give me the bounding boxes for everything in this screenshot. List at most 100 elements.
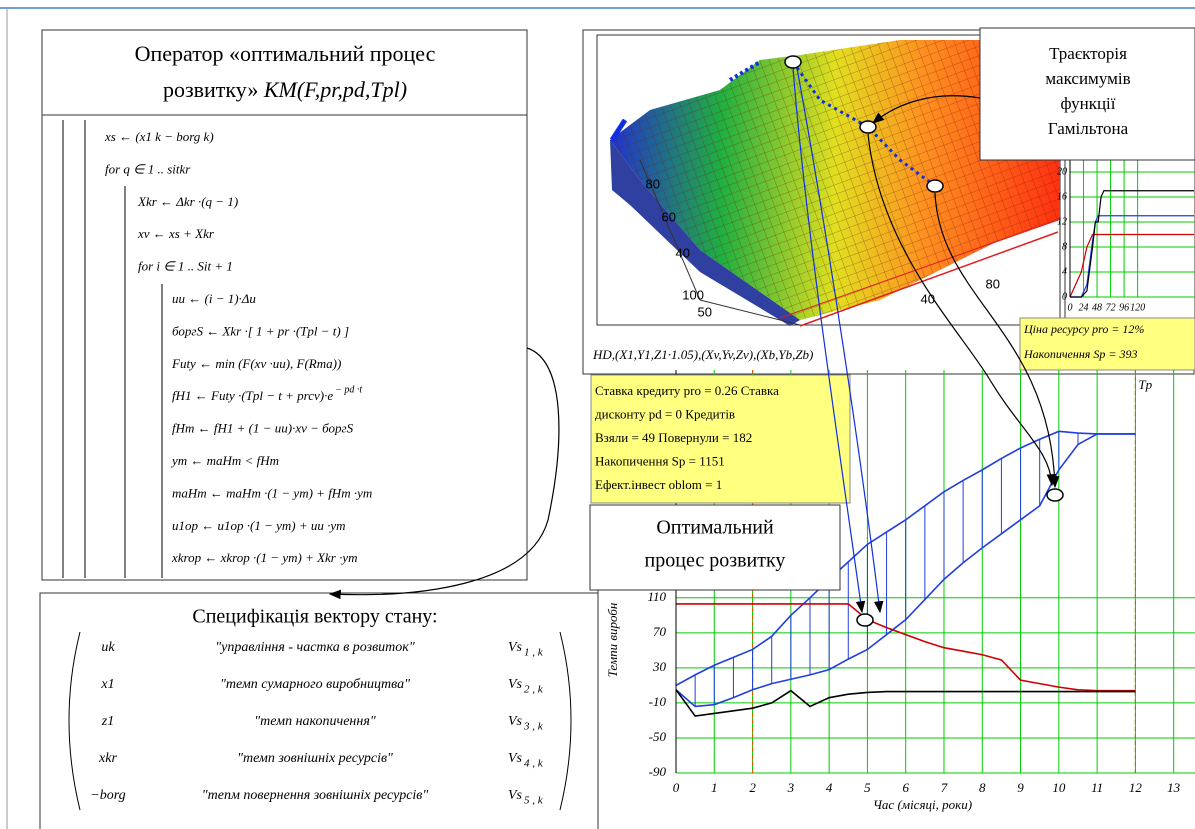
- code-line: maHm ← maHm ·(1 − ym) + fHm ·ym: [172, 485, 372, 500]
- spec-index: 5 , k: [524, 795, 544, 807]
- results-text: Ставка кредиту pro = 0.26 Ставка: [595, 383, 779, 398]
- code-line: xkrop ← xkrop ·(1 − ym) + Xkr ·ym: [171, 550, 358, 565]
- surface: [609, 40, 1060, 327]
- callout-text: функції: [1061, 94, 1116, 113]
- x-tick-label: 4: [826, 780, 833, 795]
- spec-name: −borg: [90, 788, 125, 803]
- callout-text: максимумів: [1045, 69, 1130, 88]
- x-tick-label: 9: [1017, 780, 1024, 795]
- spec-index: 1 , k: [524, 647, 544, 659]
- series-line: [1070, 215, 1194, 298]
- x-tick-label: 8: [979, 780, 986, 795]
- code-line: fHm ← fH1 + (1 − uu)·xv − боргS: [172, 421, 354, 436]
- bracket: [559, 631, 572, 811]
- marker-label: Tp: [1138, 377, 1152, 392]
- code-line: for q ∈ 1 .. sitkr: [105, 161, 191, 176]
- code-line: Futy ← min (F(xv ·uu), F(Rma)): [171, 356, 341, 371]
- code-line: xs ← (x1 k − borg k): [104, 129, 214, 144]
- callout-box: [979, 27, 1195, 161]
- spec-description: "темп зовнішніх ресурсів": [237, 751, 393, 766]
- point-markers: [784, 55, 1064, 627]
- spec-vector: Vs: [508, 640, 523, 655]
- series-line: [676, 433, 1136, 708]
- x-tick-label: 13: [1167, 780, 1181, 795]
- code-box: [41, 114, 528, 581]
- code-line: Xkr ← Δkr ·(q − 1): [137, 194, 238, 209]
- spec-vector: Vs: [508, 751, 523, 766]
- callout-text: процес розвитку: [645, 550, 786, 572]
- x-tick-label: 24: [1079, 302, 1089, 313]
- code-exponent: − pd ·t: [335, 384, 362, 395]
- y-tick-label: -10: [649, 694, 667, 709]
- spec-name: x1: [100, 677, 114, 692]
- spec-description: "тепм повернення зовнішніх ресурсів": [202, 788, 429, 803]
- surface-axis-label: 50: [698, 304, 712, 319]
- x-tick-label: 0: [1068, 302, 1073, 313]
- y-tick-label: 8: [1062, 241, 1067, 252]
- code-line: ym ← maHm < fHm: [170, 453, 279, 468]
- plot-area: [676, 370, 1195, 774]
- code-line: u1op ← u1op ·(1 − ym) + uu ·ym: [172, 518, 346, 533]
- x-tick-label: 12: [1129, 780, 1143, 795]
- spec-name: z1: [101, 714, 114, 729]
- arrows: [328, 67, 1060, 614]
- spec-description: "темп накопичення": [254, 714, 376, 729]
- spec-vector: Vs: [508, 714, 523, 729]
- y-tick-label: 20: [1057, 166, 1067, 177]
- y-tick-label: 30: [652, 659, 667, 674]
- operator-title-formula: KM(F,pr,pd,Tpl): [263, 77, 407, 102]
- x-tick-label: 72: [1106, 302, 1116, 313]
- series-line: [676, 689, 1136, 717]
- code-line: боргS ← Xkr ·[ 1 + pr ·(Tpl − t) ]: [172, 323, 349, 338]
- series-line: [1069, 233, 1194, 298]
- code-line: fH1 ← Futy ·(Tpl − t + prcv)·e: [172, 388, 333, 403]
- resource-box: [1019, 317, 1195, 371]
- y-tick-label: 0: [1062, 291, 1067, 302]
- spec-vector: Vs: [508, 677, 523, 692]
- spec-index: 2 , k: [524, 684, 544, 696]
- operator-title-part: розвитку»: [163, 77, 258, 102]
- code-line: for i ∈ 1 .. Sit + 1: [138, 259, 233, 274]
- callout-text: Траєкторія: [1049, 44, 1127, 63]
- callout-box: [589, 504, 841, 591]
- spec-box: [39, 592, 599, 829]
- x-tick-label: 11: [1091, 780, 1103, 795]
- y-tick-label: 12: [1057, 216, 1067, 227]
- bracket: [68, 631, 81, 811]
- x-tick-label: 120: [1130, 302, 1145, 313]
- spec-description: "темп сумарного виробництва": [220, 677, 410, 692]
- x-tick-label: 0: [673, 780, 680, 795]
- results-text: Накопичення Sp = 1151: [595, 453, 725, 468]
- spec-description: "управління - частка в розвиток": [215, 640, 415, 655]
- surface-axis-label: 100: [682, 287, 704, 302]
- results-text: Ефект.інвест oblom = 1: [595, 477, 722, 492]
- x-tick-label: 96: [1119, 302, 1129, 313]
- y-tick-label: 110: [647, 589, 666, 604]
- surface-axis-label: 40: [676, 245, 690, 260]
- x-tick-label: 10: [1052, 780, 1066, 795]
- plot-area: [1069, 160, 1195, 298]
- spec-index: 3 , k: [523, 721, 544, 733]
- code-line: xv ← xs + Xkr: [137, 226, 215, 241]
- code-line: uu ← (i − 1)·Δu: [172, 291, 256, 306]
- surface-caption: HD,(X1,Y1,Z1·1.05),(Xv,Yv,Zv),(Xb,Yb,Zb): [592, 347, 813, 362]
- resource-text: Накопичення Sp = 393: [1023, 347, 1137, 361]
- x-tick-label: 7: [941, 780, 948, 795]
- spec-index: 4 , k: [524, 758, 544, 770]
- x-tick-label: 1: [711, 780, 718, 795]
- x-tick-label: 6: [902, 780, 909, 795]
- y-tick-label: 16: [1057, 191, 1067, 202]
- operator-title: розвитку» KM(F,pr,pd,Tpl): [163, 77, 407, 102]
- series-line: [676, 603, 1136, 692]
- series-line: [676, 430, 1136, 687]
- operator-title-box: [41, 29, 528, 116]
- x-tick-label: 3: [787, 780, 795, 795]
- y-axis-label: Темпи виробн: [605, 603, 620, 678]
- spec-title: Специфікація вектору стану:: [192, 606, 437, 628]
- y-tick-label: 70: [653, 624, 667, 639]
- y-tick-label: -90: [649, 764, 667, 779]
- x-tick-label: 2: [749, 780, 756, 795]
- surface-axis-label: 60: [662, 209, 676, 224]
